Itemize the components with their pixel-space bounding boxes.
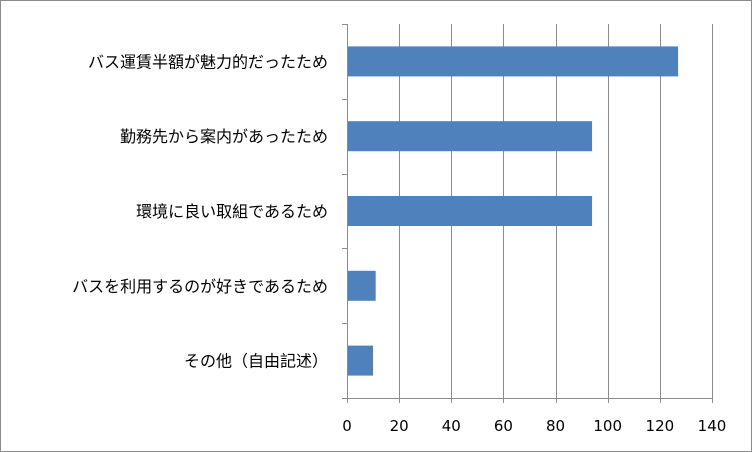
gridlines bbox=[399, 24, 713, 398]
x-tick-label-120: 120 bbox=[646, 417, 675, 435]
x-tick-label-20: 20 bbox=[390, 417, 409, 435]
bar-1 bbox=[348, 121, 593, 152]
bar-3 bbox=[348, 270, 376, 301]
x-tick-labels: 0 20 40 60 80 100 120 140 bbox=[342, 417, 726, 435]
x-tick-label-140: 140 bbox=[698, 417, 727, 435]
x-tick-label-0: 0 bbox=[342, 417, 352, 435]
category-labels: バス運賃半額が魅力的だったため勤務先から案内があったため環境に良い取組であるため… bbox=[72, 52, 328, 370]
x-tick-label-100: 100 bbox=[593, 417, 622, 435]
axes bbox=[342, 24, 713, 403]
x-tick-label-40: 40 bbox=[442, 417, 461, 435]
bar-4 bbox=[348, 345, 374, 376]
x-tick-label-60: 60 bbox=[494, 417, 513, 435]
category-label-1: 勤務先から案内があったため bbox=[120, 127, 328, 146]
category-label-4: その他（自由記述） bbox=[184, 352, 328, 371]
category-label-0: バス運賃半額が魅力的だったため bbox=[88, 52, 328, 71]
category-label-2: 環境に良い取組であるため bbox=[136, 202, 328, 221]
bars bbox=[348, 46, 679, 376]
bar-2 bbox=[348, 196, 593, 226]
bar-0 bbox=[348, 46, 679, 77]
x-tick-label-80: 80 bbox=[546, 417, 565, 435]
category-label-3: バスを利用するのが好きであるため bbox=[72, 277, 328, 296]
